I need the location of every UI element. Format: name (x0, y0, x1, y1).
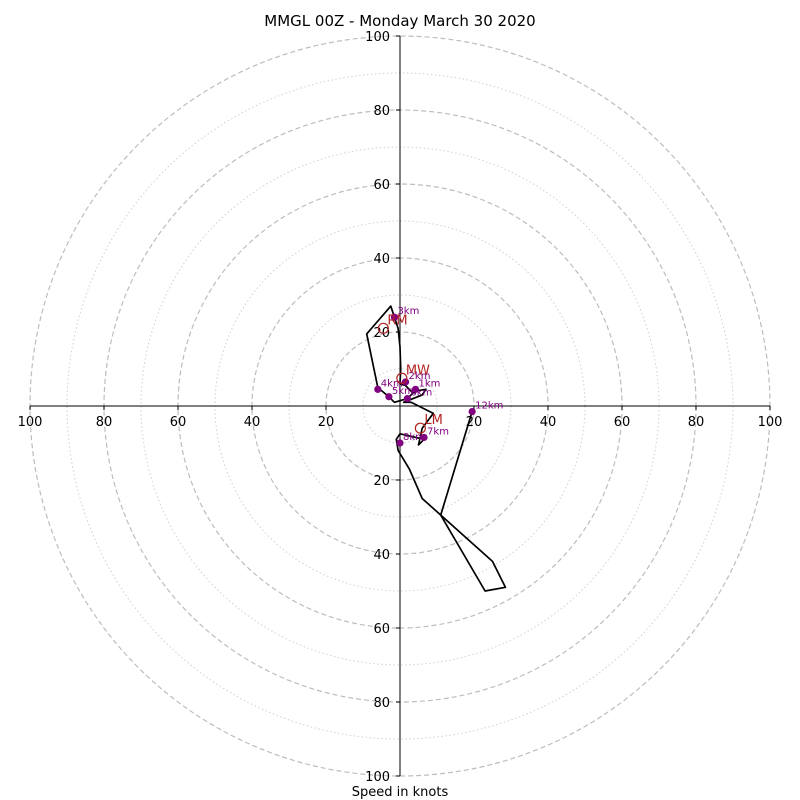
y-tick-label: 40 (373, 252, 390, 267)
height-marker-label: 7km (427, 426, 449, 437)
height-marker-label: 1km (419, 378, 441, 389)
y-tick-label: 60 (373, 178, 390, 193)
height-marker-7km (420, 433, 428, 442)
x-tick-label: 40 (244, 415, 261, 430)
storm-motion-label: RM (387, 313, 407, 328)
x-tick-label: 100 (758, 415, 783, 430)
y-tick-label: 40 (373, 548, 390, 563)
y-tick-label: 60 (373, 622, 390, 637)
y-tick-label: 20 (373, 474, 390, 489)
x-tick-label: 40 (540, 415, 557, 430)
height-marker-1km (411, 385, 420, 393)
hodograph-trace (365, 305, 507, 592)
x-tick-label: 100 (18, 415, 43, 430)
height-marker-4km (374, 385, 382, 393)
height-marker-label: 12km (475, 401, 503, 412)
storm-motion-marker-RM (377, 322, 389, 334)
height-marker-label: 8km (403, 432, 425, 443)
storm-motion-label: MW (406, 363, 430, 378)
y-tick-label: 80 (373, 696, 390, 711)
y-tick-label: 100 (365, 30, 390, 45)
y-tick-label: 80 (373, 104, 390, 119)
x-tick-label: 20 (318, 415, 335, 430)
height-marker-label: 2km (409, 371, 431, 382)
height-marker-label: 6km (410, 388, 432, 399)
height-marker-3km (390, 313, 399, 321)
storm-motion-markers: RM MW LM (377, 313, 443, 434)
storm-motion-marker-LM (414, 422, 426, 434)
height-marker-label: 4km (381, 378, 403, 389)
y-tick-label: 100 (365, 770, 390, 785)
x-tick-label: 80 (688, 415, 705, 430)
height-marker-8km (396, 439, 404, 447)
height-marker-label: 5km (392, 386, 414, 397)
hodograph-line (365, 305, 507, 592)
height-marker-6km (403, 395, 411, 403)
height-marker-label: 3km (397, 306, 419, 317)
storm-motion-label: LM (424, 413, 442, 428)
height-marker-5km (385, 393, 393, 401)
axes (30, 36, 770, 776)
storm-motion-marker-MW (396, 372, 408, 384)
x-axis-label: Speed in knots (352, 785, 449, 800)
tick-labels: 100 80 60 40 20 20 40 60 80 100100806040202040608… (18, 30, 783, 785)
x-tick-label: 60 (170, 415, 187, 430)
chart-title: MMGL 00Z - Monday March 30 2020 (264, 12, 535, 30)
height-marker-12km (468, 407, 476, 416)
x-tick-label: 60 (614, 415, 631, 430)
x-tick-label: 80 (96, 415, 113, 430)
